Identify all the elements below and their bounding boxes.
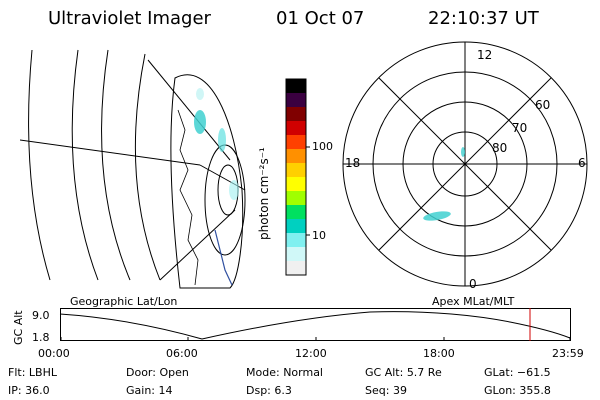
instrument-title: Ultraviolet Imager [48, 8, 211, 29]
info-gc-alt: GC Alt: 5.7 Re [365, 366, 442, 379]
colorbar-segment [286, 163, 306, 178]
colorbar-tick-10: 10 [312, 229, 326, 242]
latitude-ellipse [204, 144, 246, 256]
timeline-frame [60, 308, 571, 341]
polar-plot [342, 41, 588, 287]
aurora-patch [218, 128, 226, 152]
colorbar-segment [286, 121, 306, 136]
colorbar-segment [286, 233, 306, 248]
colorbar-segment [286, 93, 306, 108]
info-glat: GLat: −61.5 [484, 366, 551, 379]
altitude-ytick-low: 1.8 [32, 331, 50, 344]
xtick-0000: 00:00 [38, 347, 70, 360]
colorbar-segment [286, 247, 306, 262]
info-gain: Gain: 14 [126, 384, 173, 397]
colorbar-tick-100: 100 [312, 140, 333, 153]
aurora-patch [229, 180, 239, 200]
coastline [177, 109, 199, 286]
meridian-line [159, 209, 236, 281]
colorbar-segment [286, 205, 306, 220]
mlt-label-12: 12 [477, 48, 493, 62]
aurora-patch [423, 211, 451, 221]
colorbar-segment [286, 149, 306, 164]
geo-panel-label: Geographic Lat/Lon [70, 295, 178, 308]
aurora-patch [194, 110, 206, 134]
coastline [214, 229, 233, 286]
altitude-ytick-high: 9.0 [32, 309, 50, 322]
xtick-1200: 12:00 [295, 347, 327, 360]
info-glon: GLon: 355.8 [484, 384, 551, 397]
mlt-label-6: 6 [578, 156, 586, 170]
xtick-2359: 23:59 [552, 347, 584, 360]
lat-arc [71, 49, 99, 281]
info-ip: IP: 36.0 [8, 384, 50, 397]
polar-panel-label: Apex MLat/MLT [432, 295, 515, 308]
mlat-label-60: 60 [535, 98, 551, 112]
info-flt: Flt: LBHL [8, 366, 57, 379]
info-door: Door: Open [126, 366, 189, 379]
info-seq: Seq: 39 [365, 384, 407, 397]
lat-arc [28, 49, 51, 281]
geographic-map [20, 49, 246, 289]
colorbar-segment [286, 135, 306, 150]
colorbar-segment [286, 191, 306, 206]
aurora-patch [196, 88, 204, 100]
mlat-label-70: 70 [512, 121, 528, 135]
altitude-ylabel: GC Alt [12, 310, 25, 345]
lat-arc [134, 53, 161, 281]
altitude-timeline [59, 308, 571, 341]
colorbar-segment [286, 219, 306, 234]
colorbar [285, 78, 310, 276]
colorbar-segment [286, 107, 306, 122]
colorbar-segment [286, 177, 306, 192]
observation-date: 01 Oct 07 [276, 8, 365, 29]
colorbar-label: photon cm⁻²s⁻¹ [257, 147, 271, 240]
mlat-label-80: 80 [492, 141, 508, 155]
info-dsp: Dsp: 6.3 [246, 384, 292, 397]
lat-arc [101, 49, 131, 281]
xtick-0600: 06:00 [166, 347, 198, 360]
meridian-line [20, 139, 201, 166]
observation-time: 22:10:37 UT [428, 8, 539, 29]
xtick-1800: 18:00 [423, 347, 455, 360]
meridian-line [147, 59, 231, 161]
mlt-label-0: 0 [469, 277, 477, 291]
altitude-curve [59, 311, 571, 340]
mlt-diagonal [378, 77, 552, 251]
aurora-patch [461, 147, 465, 157]
info-mode: Mode: Normal [246, 366, 323, 379]
colorbar-segment [286, 261, 306, 276]
colorbar-segment [286, 79, 306, 94]
earth-limb [170, 74, 244, 289]
mlt-label-18: 18 [345, 156, 361, 170]
